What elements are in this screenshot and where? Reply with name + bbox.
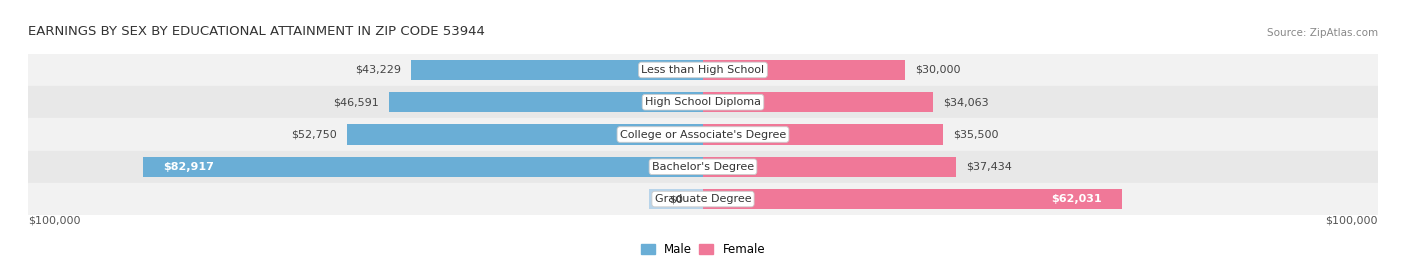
Bar <box>650 189 703 209</box>
Bar <box>703 157 956 177</box>
Bar <box>143 157 703 177</box>
Bar <box>28 86 1378 118</box>
Text: $46,591: $46,591 <box>333 97 378 107</box>
Text: $34,063: $34,063 <box>943 97 988 107</box>
Text: $82,917: $82,917 <box>163 162 215 172</box>
Legend: Male, Female: Male, Female <box>636 239 770 261</box>
Text: High School Diploma: High School Diploma <box>645 97 761 107</box>
Text: EARNINGS BY SEX BY EDUCATIONAL ATTAINMENT IN ZIP CODE 53944: EARNINGS BY SEX BY EDUCATIONAL ATTAINMEN… <box>28 25 485 38</box>
Bar <box>703 125 942 144</box>
Text: Source: ZipAtlas.com: Source: ZipAtlas.com <box>1267 28 1378 38</box>
Bar <box>703 60 905 80</box>
Text: $30,000: $30,000 <box>915 65 962 75</box>
Text: Less than High School: Less than High School <box>641 65 765 75</box>
Text: $100,000: $100,000 <box>1326 215 1378 225</box>
Bar <box>703 92 934 112</box>
Bar <box>28 118 1378 151</box>
Text: Bachelor's Degree: Bachelor's Degree <box>652 162 754 172</box>
Bar <box>347 125 703 144</box>
Bar <box>388 92 703 112</box>
Text: $62,031: $62,031 <box>1050 194 1101 204</box>
Bar <box>28 151 1378 183</box>
Text: $100,000: $100,000 <box>28 215 80 225</box>
Text: $35,500: $35,500 <box>953 129 998 140</box>
Text: $43,229: $43,229 <box>356 65 401 75</box>
Bar <box>412 60 703 80</box>
Text: $0: $0 <box>669 194 683 204</box>
Bar <box>28 54 1378 86</box>
Text: $37,434: $37,434 <box>966 162 1012 172</box>
Bar <box>703 189 1122 209</box>
Bar <box>28 183 1378 215</box>
Text: Graduate Degree: Graduate Degree <box>655 194 751 204</box>
Text: College or Associate's Degree: College or Associate's Degree <box>620 129 786 140</box>
Text: $52,750: $52,750 <box>291 129 337 140</box>
